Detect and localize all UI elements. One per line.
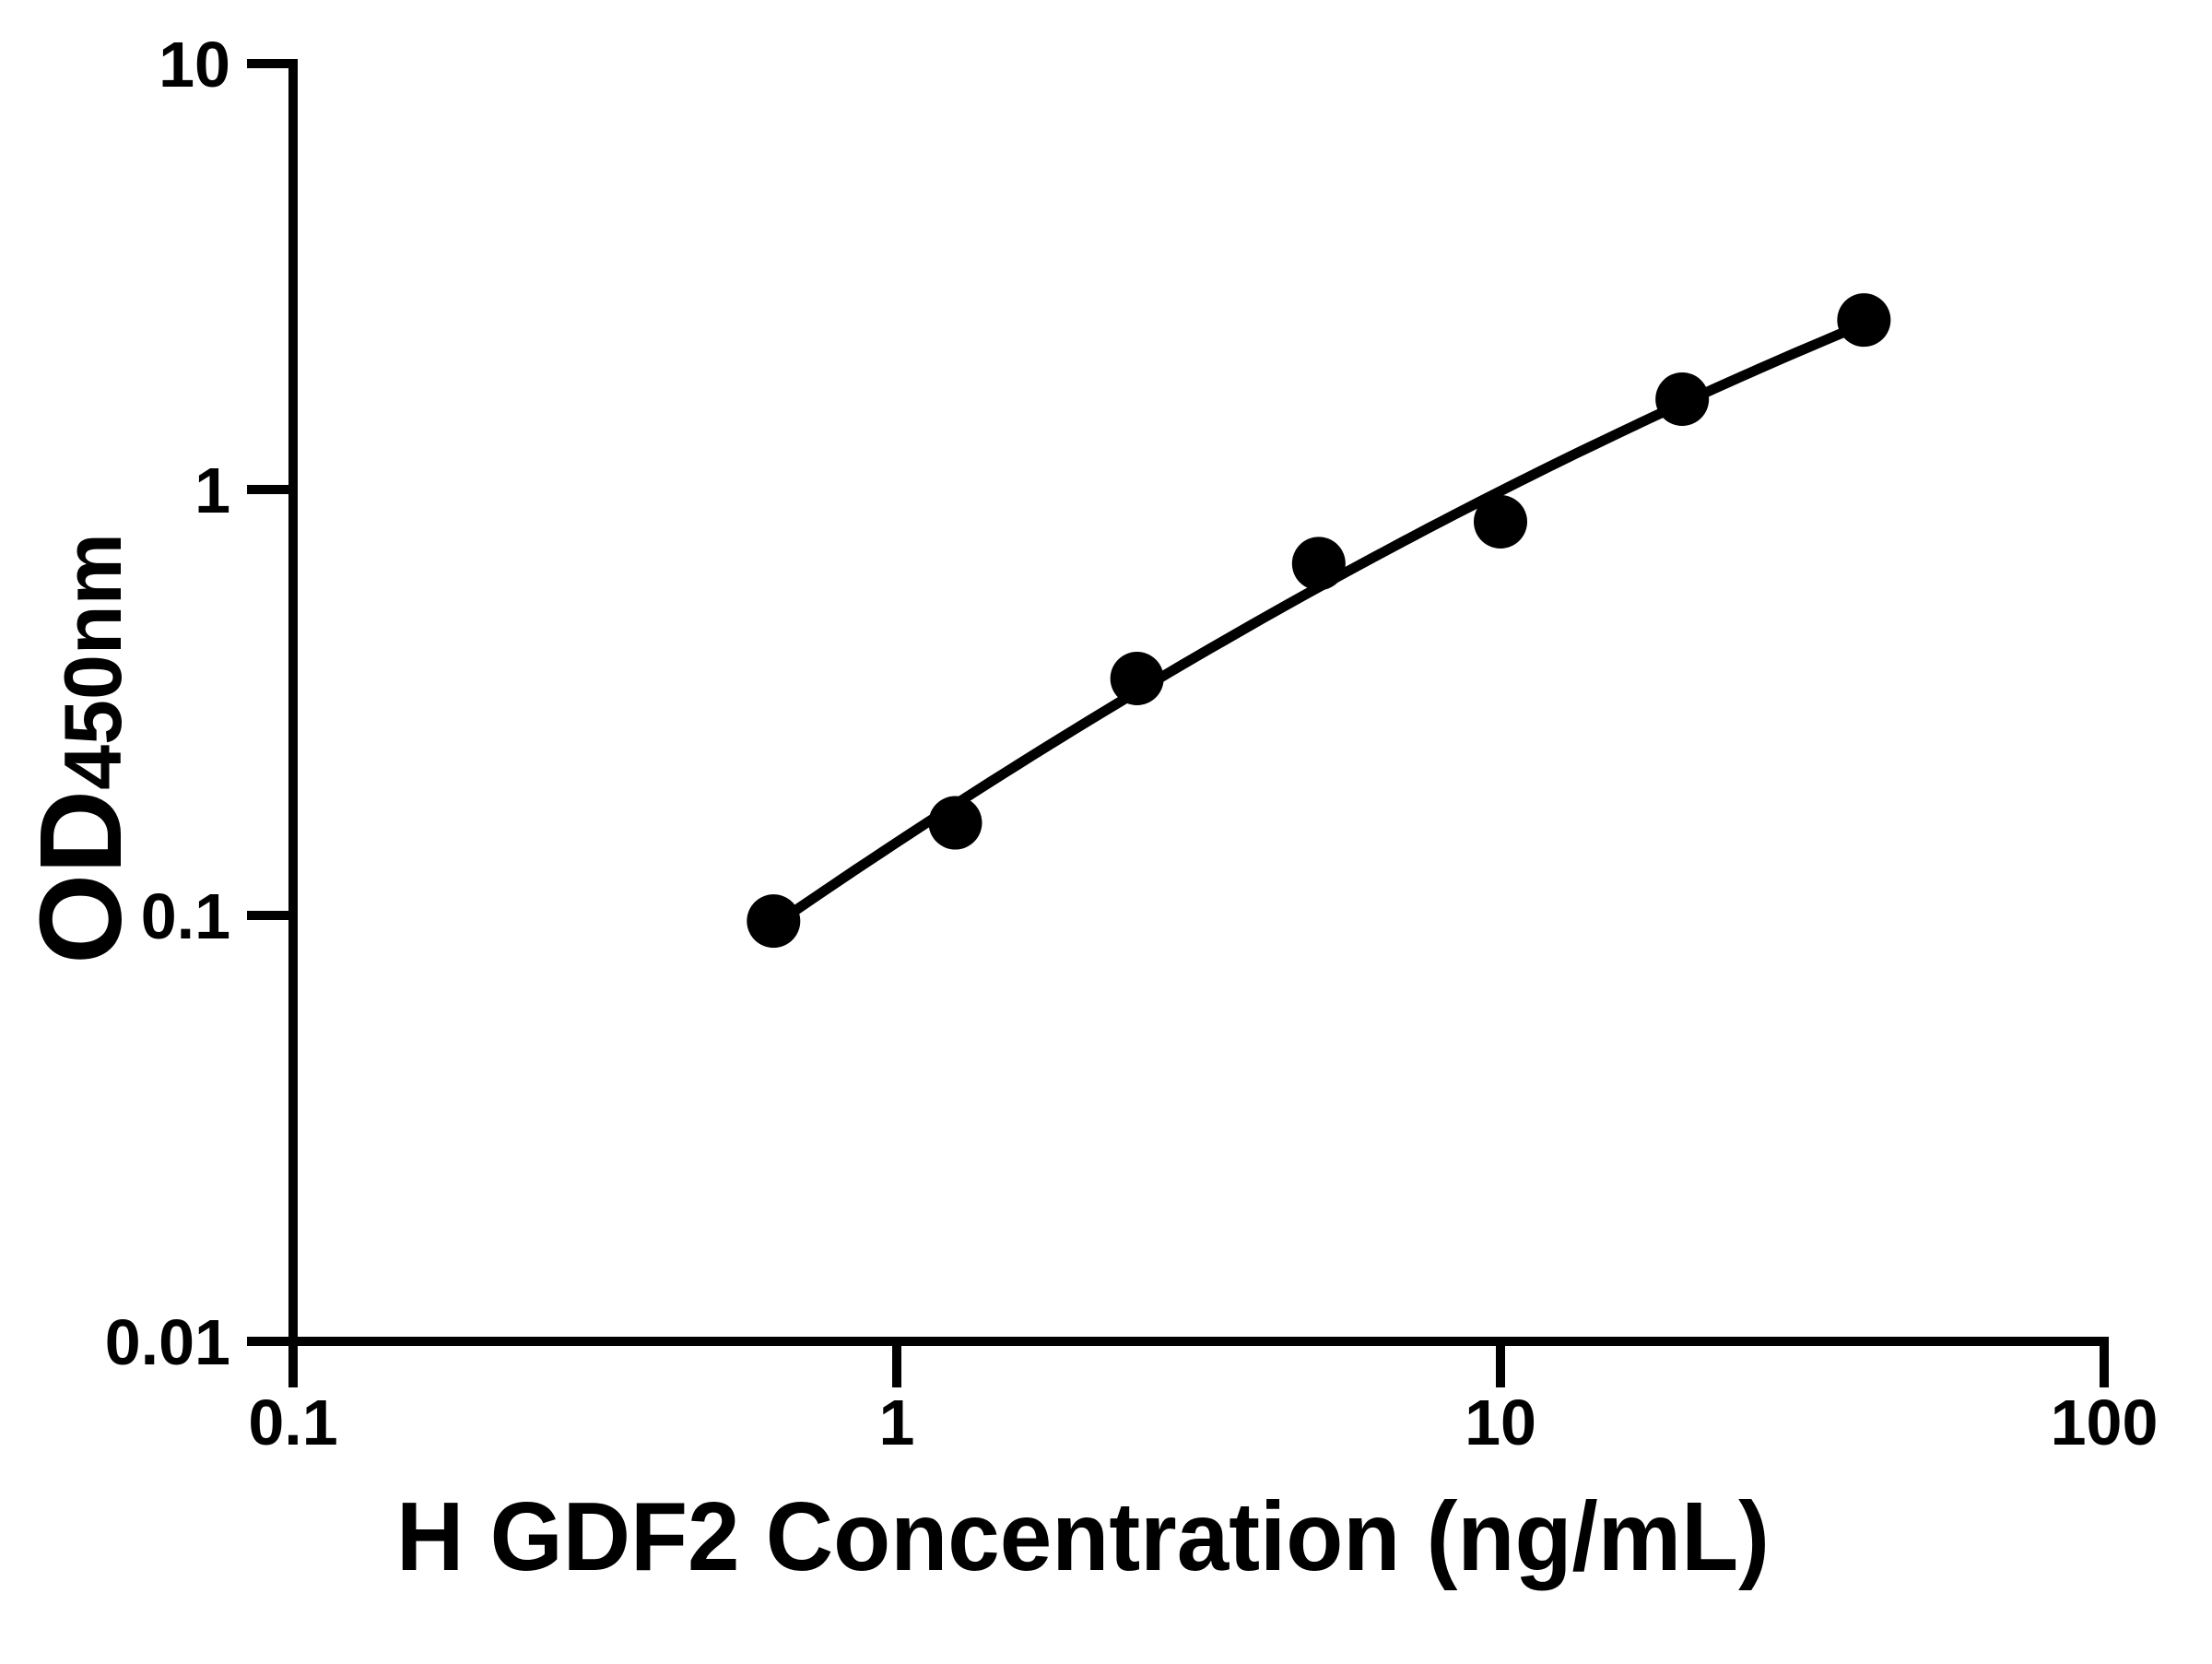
y-tick-label: 10	[159, 29, 230, 100]
data-point	[928, 796, 982, 850]
x-tick-label: 10	[1465, 1387, 1536, 1458]
data-point	[1655, 372, 1710, 426]
x-tick-label: 100	[2051, 1387, 2159, 1458]
y-axis-title-main: OD	[16, 790, 146, 964]
y-tick-label: 0.1	[141, 880, 230, 952]
data-point	[1110, 651, 1164, 705]
data-point	[1291, 537, 1346, 591]
x-axis-tick-labels: 0.1 1 10 100	[248, 1387, 2158, 1458]
data-series	[747, 293, 1891, 949]
x-tick-label: 0.1	[248, 1387, 337, 1458]
y-tick-label: 1	[194, 454, 230, 526]
y-axis-tick-labels: 10 1 0.1 0.01	[105, 29, 230, 1378]
y-axis-ticks	[247, 59, 288, 1346]
x-axis-ticks	[288, 1346, 2109, 1387]
x-axis-title: H GDF2 Concentration (ng/mL)	[396, 1482, 1770, 1591]
x-tick-label: 1	[879, 1387, 915, 1458]
data-point	[1837, 293, 1891, 348]
data-point	[747, 894, 801, 949]
y-axis-title: OD450nm	[16, 533, 146, 964]
data-point	[1474, 494, 1527, 549]
y-tick-label: 0.01	[105, 1306, 230, 1378]
y-axis-title-sub: 450nm	[47, 533, 138, 790]
